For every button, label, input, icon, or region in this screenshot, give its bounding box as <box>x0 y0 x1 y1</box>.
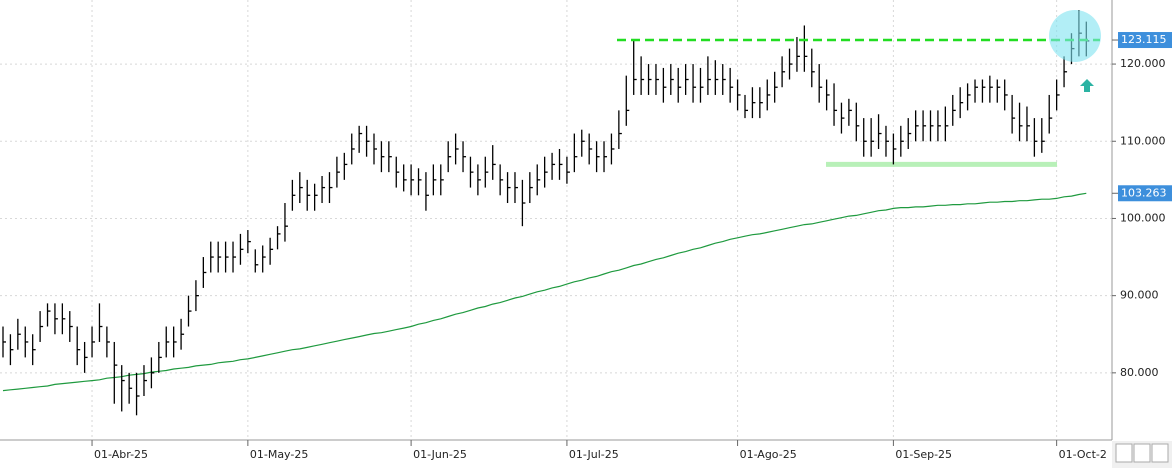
y-tick-label: 80.000 <box>1120 366 1159 379</box>
scroll-button[interactable] <box>1133 443 1151 463</box>
price-label-box <box>1118 32 1172 49</box>
y-tick-label: 100.000 <box>1120 211 1166 224</box>
plot-area <box>0 0 1112 440</box>
x-tick-label: 01-Sep-25 <box>895 448 952 461</box>
y-tick-label: 110.000 <box>1120 134 1166 147</box>
y-tick-label: 90.000 <box>1120 289 1159 302</box>
price-label-box <box>1118 185 1172 202</box>
x-tick-label: 01-May-25 <box>250 448 308 461</box>
x-tick-label: 01-Jul-25 <box>569 448 619 461</box>
x-tick-label: 01-Abr-25 <box>94 448 148 461</box>
y-tick-label: 120.000 <box>1120 57 1166 70</box>
moving-average <box>2 192 1087 392</box>
x-tick-label: 01-Oct-2 <box>1059 448 1107 461</box>
up-arrow <box>1080 79 1094 92</box>
x-tick-label: 01-Ago-25 <box>740 448 797 461</box>
price-label: 103.263 <box>1121 186 1167 199</box>
x-tick-label: 01-Jun-25 <box>413 448 467 461</box>
highlight-circle <box>1049 10 1101 62</box>
price-label: 123.115 <box>1121 33 1167 46</box>
scroll-button[interactable] <box>1115 443 1133 463</box>
scroll-button[interactable] <box>1151 443 1169 463</box>
